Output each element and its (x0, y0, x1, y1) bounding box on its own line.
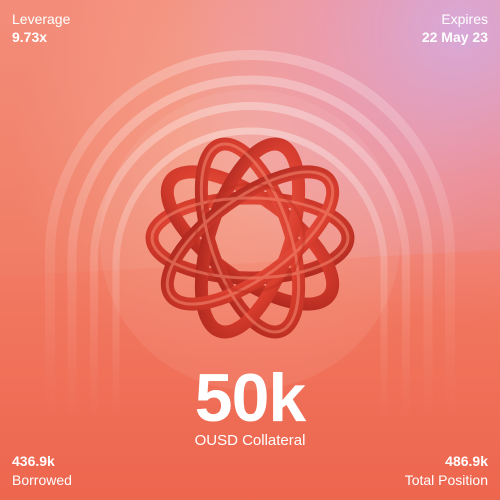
collateral-amount: 50k (194, 360, 306, 436)
total-position-label: Total Position (404, 472, 488, 488)
borrowed-label: Borrowed (12, 472, 72, 488)
expires-value: 22 May 23 (421, 29, 488, 45)
leverage-label: Leverage (12, 11, 71, 27)
total-position-value: 486.9k (445, 453, 488, 469)
borrowed-value: 436.9k (12, 453, 55, 469)
expires-label: Expires (441, 11, 488, 27)
leverage-value: 9.73x (12, 29, 48, 45)
twisted-torus-knot-icon (145, 137, 355, 339)
collateral-label: OUSD Collateral (194, 432, 306, 449)
